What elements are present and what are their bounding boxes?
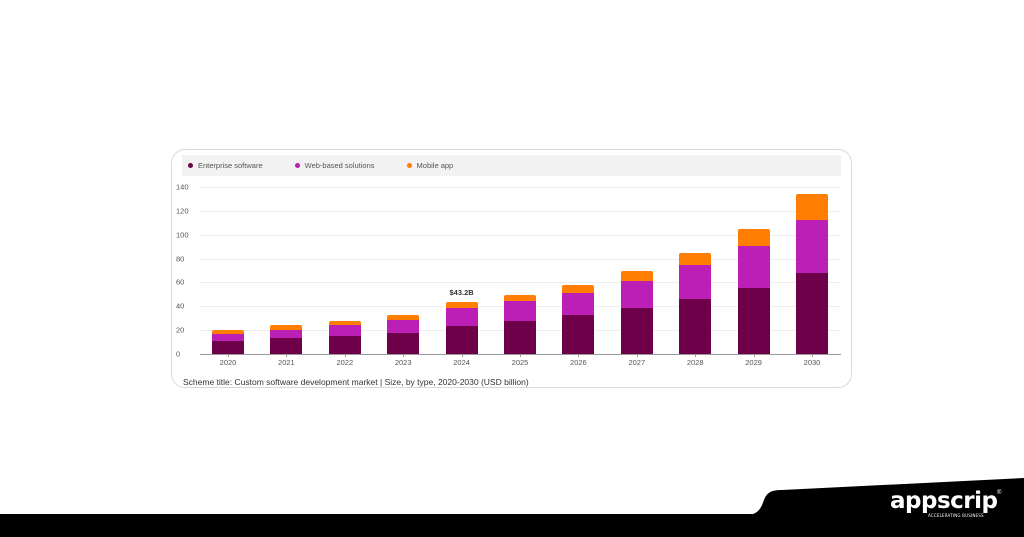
x-tick-mark xyxy=(578,354,580,357)
bar-2029[interactable] xyxy=(737,229,770,354)
bar-2026[interactable] xyxy=(562,284,595,354)
x-tick-mark xyxy=(753,354,755,357)
bar-2028[interactable] xyxy=(679,253,712,354)
bar-segment-mobile-app[interactable] xyxy=(387,314,420,320)
footer-band xyxy=(0,514,1024,537)
x-tick-label: 2022 xyxy=(336,358,354,367)
y-tick-label: 0 xyxy=(176,349,181,359)
x-tick-label: 2025 xyxy=(511,358,529,367)
x-tick-mark xyxy=(695,354,697,357)
bar-2024[interactable] xyxy=(445,302,478,354)
y-tick-label: 100 xyxy=(176,230,189,240)
y-tick-label: 20 xyxy=(176,325,185,335)
bar-segment-web-based-solutions[interactable] xyxy=(328,325,361,337)
bar-segment-enterprise-software[interactable] xyxy=(504,320,536,354)
legend-item-enterprise-software[interactable]: Enterprise software xyxy=(188,161,263,170)
bar-segment-web-based-solutions[interactable] xyxy=(270,330,303,339)
bar-segment-enterprise-software[interactable] xyxy=(328,336,361,354)
x-tick-mark xyxy=(403,354,405,357)
bar-segment-web-based-solutions[interactable] xyxy=(737,246,770,288)
x-tick-mark xyxy=(461,354,463,357)
x-tick-label: 2026 xyxy=(570,358,587,367)
bar-segment-mobile-app[interactable] xyxy=(445,302,478,309)
y-tick-label: 80 xyxy=(176,254,185,264)
x-tick-label: 2030 xyxy=(803,358,821,367)
bar-2022[interactable] xyxy=(328,320,361,354)
bar-2023[interactable] xyxy=(387,314,420,354)
y-tick-label: 60 xyxy=(176,277,185,287)
bar-segment-mobile-app[interactable] xyxy=(562,284,595,293)
x-tick-label: 2024 xyxy=(453,358,470,367)
legend-item-web-based-solutions[interactable]: Web-based solutions xyxy=(294,161,375,170)
x-tick-mark xyxy=(812,354,813,357)
bar-segment-enterprise-software[interactable] xyxy=(737,287,770,354)
bar-2030[interactable] xyxy=(796,194,828,354)
y-tick-label: 120 xyxy=(176,206,189,216)
bar-segment-mobile-app[interactable] xyxy=(504,294,536,301)
x-tick-label: 2020 xyxy=(219,358,237,367)
x-tick-label: 2028 xyxy=(686,358,704,367)
x-tick-label: 2023 xyxy=(394,358,412,367)
x-tick-mark xyxy=(228,354,229,357)
brand-logo[interactable]: appscrip xyxy=(890,488,998,514)
registered-mark: ® xyxy=(997,490,1002,496)
bar-segment-mobile-app[interactable] xyxy=(328,320,361,326)
gridline xyxy=(200,282,841,284)
bar-segment-mobile-app[interactable] xyxy=(212,330,244,334)
bar-segment-enterprise-software[interactable] xyxy=(620,307,653,354)
gridline xyxy=(200,187,841,188)
data-label-annotation: $43.2B xyxy=(449,288,474,298)
bar-segment-web-based-solutions[interactable] xyxy=(679,265,712,299)
brand-tagline: ACCELERATING BUSINESS xyxy=(928,513,984,518)
legend-label: Enterprise software xyxy=(198,161,263,170)
legend-dot-icon xyxy=(406,163,412,168)
legend-dot-icon xyxy=(294,163,300,168)
bar-segment-web-based-solutions[interactable] xyxy=(445,308,478,326)
bar-segment-web-based-solutions[interactable] xyxy=(504,300,536,321)
bar-2020[interactable] xyxy=(212,330,244,354)
gridline xyxy=(200,234,841,236)
bar-segment-enterprise-software[interactable] xyxy=(562,314,595,354)
x-tick-label: 2021 xyxy=(278,358,295,367)
bar-segment-enterprise-software[interactable] xyxy=(387,332,420,354)
x-tick-mark xyxy=(520,354,521,357)
x-tick-label: 2029 xyxy=(745,358,762,367)
bar-segment-enterprise-software[interactable] xyxy=(679,298,712,354)
y-tick-label: 140 xyxy=(176,182,189,192)
bar-segment-mobile-app[interactable] xyxy=(796,194,828,220)
bar-segment-mobile-app[interactable] xyxy=(620,271,653,282)
legend-label: Mobile app xyxy=(416,161,454,170)
chart-legend: Enterprise software Web-based solutions … xyxy=(182,155,841,176)
chart-caption: Scheme title: Custom software developmen… xyxy=(183,377,529,387)
bar-2021[interactable] xyxy=(270,325,303,354)
legend-dot-icon xyxy=(188,163,193,168)
legend-item-mobile-app[interactable]: Mobile app xyxy=(406,161,454,170)
gridline xyxy=(200,210,841,212)
x-tick-label: 2027 xyxy=(628,358,646,367)
bar-segment-enterprise-software[interactable] xyxy=(270,338,303,354)
bar-segment-enterprise-software[interactable] xyxy=(796,273,828,354)
bar-segment-web-based-solutions[interactable] xyxy=(620,281,653,308)
x-tick-mark xyxy=(286,354,288,357)
bar-2027[interactable] xyxy=(620,271,653,354)
bar-segment-enterprise-software[interactable] xyxy=(212,340,244,354)
x-tick-mark xyxy=(636,354,638,357)
x-tick-mark xyxy=(344,354,346,357)
bar-segment-web-based-solutions[interactable] xyxy=(562,292,595,315)
bar-2025[interactable] xyxy=(504,294,536,354)
bar-segment-mobile-app[interactable] xyxy=(270,325,303,331)
y-tick-label: 40 xyxy=(176,301,185,311)
legend-label: Web-based solutions xyxy=(304,161,375,170)
bar-segment-enterprise-software[interactable] xyxy=(445,325,478,354)
bar-segment-web-based-solutions[interactable] xyxy=(212,333,244,341)
bar-segment-web-based-solutions[interactable] xyxy=(387,320,420,333)
bar-segment-mobile-app[interactable] xyxy=(679,253,712,266)
bar-segment-web-based-solutions[interactable] xyxy=(796,219,828,274)
gridline xyxy=(200,258,841,260)
bar-segment-mobile-app[interactable] xyxy=(737,229,770,247)
